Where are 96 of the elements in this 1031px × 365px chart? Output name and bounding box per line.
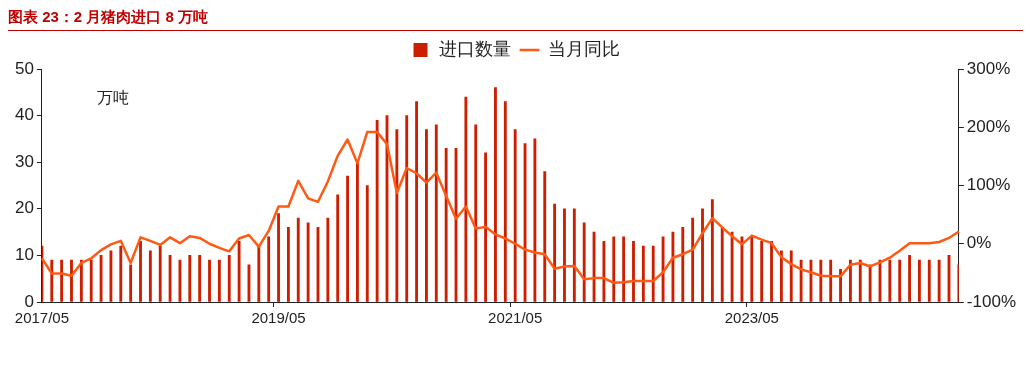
bar [671, 231, 675, 302]
bar [779, 250, 783, 302]
bar [257, 245, 261, 302]
x-tick-label: 2023/05 [724, 309, 779, 327]
bar [917, 259, 921, 302]
bar [434, 124, 438, 302]
bar [848, 259, 852, 302]
bar [237, 241, 241, 302]
bar [198, 255, 202, 302]
y-tick-label: 40 [14, 105, 34, 125]
bar [888, 259, 892, 302]
bar [770, 241, 773, 302]
bar [612, 236, 616, 302]
chart-title: 图表 23：2 月猪肉进口 8 万吨 [8, 8, 1023, 31]
bar [277, 213, 280, 302]
bar [750, 236, 754, 302]
bar [622, 236, 626, 302]
x-tick-label: 2019/05 [251, 309, 306, 327]
bar [158, 245, 162, 302]
bar [563, 208, 566, 302]
y2-tick-label: 0% [966, 233, 992, 253]
bar [829, 259, 833, 302]
bar [109, 250, 113, 302]
x-tick-label: 2017/05 [14, 309, 70, 327]
bar [355, 161, 359, 302]
y-tick-label: 20 [14, 198, 34, 218]
y-tick-label: 10 [14, 245, 34, 265]
bar [868, 264, 872, 302]
bar [572, 208, 576, 302]
bar [553, 203, 557, 302]
bar [70, 259, 73, 302]
bar [326, 217, 330, 302]
bar [267, 236, 271, 302]
bar [415, 101, 419, 302]
bar [730, 231, 734, 302]
y-axis-title: 万吨 [96, 89, 129, 107]
x-tick-label: 2021/05 [488, 309, 543, 327]
bar [691, 217, 695, 302]
bar [119, 245, 123, 302]
bar [60, 259, 64, 302]
y-tick-label: 50 [14, 58, 34, 78]
bar [494, 87, 497, 302]
bar [365, 185, 369, 302]
bar [720, 227, 724, 302]
legend-label: 进口数量 [438, 38, 511, 59]
bar [148, 250, 152, 302]
bar [296, 217, 300, 302]
bar [710, 199, 714, 302]
bar [474, 124, 478, 302]
y2-tick-label: 100% [966, 175, 1011, 195]
bar [799, 259, 803, 302]
y-tick-label: 30 [14, 151, 34, 171]
bar [582, 222, 586, 302]
bar [425, 129, 428, 302]
bar [444, 147, 448, 302]
bar [188, 255, 192, 302]
bar [898, 259, 902, 302]
bar [651, 245, 655, 302]
bar [208, 259, 211, 302]
bar [484, 152, 488, 302]
y-tick-label: 0 [24, 291, 34, 311]
bar [858, 259, 862, 302]
bar [701, 208, 704, 302]
legend-label: 当月同比 [547, 38, 620, 59]
bar [503, 101, 507, 302]
bar [306, 222, 310, 302]
bar [168, 255, 172, 302]
bar [632, 241, 635, 302]
bar [375, 119, 379, 302]
bar [681, 227, 685, 302]
bar [129, 264, 133, 302]
y2-tick-label: 200% [966, 116, 1011, 136]
bar [543, 171, 547, 302]
bar [217, 259, 221, 302]
bar [908, 255, 911, 302]
bar [336, 194, 340, 302]
bar [89, 259, 93, 302]
bar [405, 115, 409, 302]
bar [789, 250, 793, 302]
bar [513, 129, 517, 302]
bar [464, 96, 468, 302]
bar [139, 241, 142, 302]
bar [227, 255, 231, 302]
bar [533, 138, 537, 302]
bar [602, 241, 606, 302]
bar [79, 259, 83, 302]
bar [395, 129, 399, 302]
bar [346, 175, 349, 302]
y2-tick-label: 300% [966, 58, 1011, 78]
bar [286, 227, 290, 302]
bar [937, 259, 941, 302]
bar [641, 245, 645, 302]
bar [927, 259, 931, 302]
y2-tick-label: -100% [966, 291, 1016, 311]
bar [819, 259, 823, 302]
bar [760, 241, 764, 302]
